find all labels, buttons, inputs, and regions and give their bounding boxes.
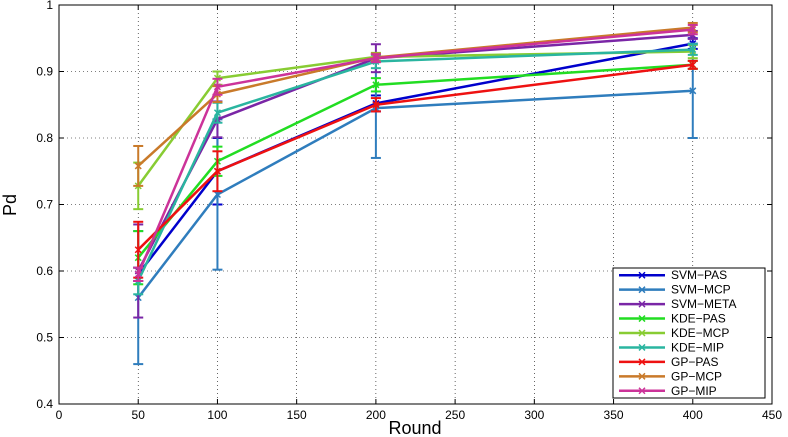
legend-marker: [638, 358, 646, 366]
legend-marker: [638, 286, 646, 294]
y-tick-label: 0.6: [36, 264, 53, 278]
legend-label: GP−MCP: [671, 369, 722, 383]
legend-label: SVM−META: [671, 297, 736, 311]
data-point: [372, 54, 380, 62]
data-point: [213, 83, 221, 91]
data-point: [689, 87, 697, 95]
data-point: [689, 61, 697, 69]
series-line: [137, 50, 693, 187]
series-6: [133, 59, 698, 279]
x-tick-label: 400: [683, 408, 703, 422]
series-1: [133, 42, 698, 366]
x-tick-label: 450: [762, 408, 782, 422]
data-point: [689, 26, 697, 34]
y-tick-label: 0.4: [36, 397, 53, 411]
data-point: [134, 246, 142, 254]
x-tick-label: 100: [207, 408, 227, 422]
series-layer: [133, 21, 698, 366]
legend-marker: [638, 315, 646, 323]
data-point: [213, 190, 221, 199]
legend: SVM−PASSVM−MCPSVM−METAKDE−PASKDE−MCPKDE−…: [612, 267, 766, 399]
legend-label: KDE−MIP: [671, 340, 724, 354]
legend-marker: [638, 329, 646, 337]
data-point: [689, 46, 697, 54]
y-tick-label: 0.7: [36, 198, 53, 212]
data-point: [134, 270, 142, 278]
x-tick-label: 300: [524, 408, 544, 422]
legend-label: KDE−PAS: [671, 312, 726, 326]
legend-marker: [638, 372, 646, 380]
series-line: [137, 89, 693, 299]
legend-marker: [638, 387, 646, 395]
legend-label: GP−PAS: [671, 355, 718, 369]
data-point: [134, 162, 142, 170]
legend-marker: [638, 300, 646, 308]
x-tick-label: 250: [445, 408, 465, 422]
x-tick-label: 350: [604, 408, 624, 422]
plot-frame: [58, 4, 773, 405]
x-axis-label: Round: [388, 418, 441, 437]
data-point: [213, 109, 221, 117]
y-tick-label: 0.8: [36, 131, 53, 145]
data-point: [213, 167, 221, 175]
series-line: [137, 63, 693, 251]
legend-marker: [638, 271, 646, 279]
y-tick-label: 0.5: [36, 331, 53, 345]
x-tick-label: 0: [56, 408, 63, 422]
legend-label: GP−MIP: [671, 384, 717, 398]
legend-marker: [638, 343, 646, 351]
legend-label: SVM−MCP: [671, 283, 731, 297]
series-line: [137, 28, 693, 275]
y-tick-label: 1: [46, 0, 53, 12]
legend-label: KDE−MCP: [671, 326, 729, 340]
y-axis-label: Pd: [0, 194, 20, 216]
series-8: [133, 23, 698, 282]
x-tick-label: 150: [287, 408, 307, 422]
y-tick-label: 0.9: [36, 65, 53, 79]
x-tick-label: 200: [366, 408, 386, 422]
data-point: [372, 81, 380, 89]
data-point: [372, 101, 380, 109]
series-line: [137, 48, 693, 282]
series-line: [137, 26, 693, 167]
legend-label: SVM−PAS: [671, 268, 727, 282]
axis-ticks: 0 50 100 150 200 250 300 350 400 450 0.4 0.5 0.6 0.7 0…: [36, 0, 782, 422]
x-tick-label: 50: [132, 408, 146, 422]
